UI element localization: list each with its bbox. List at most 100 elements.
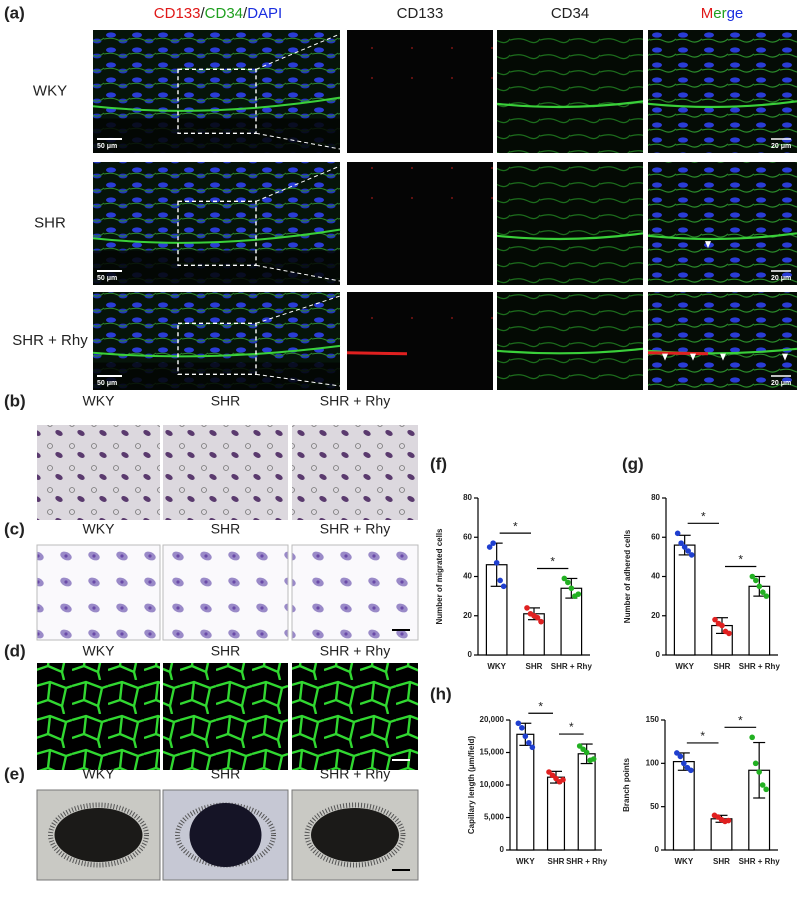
header-part: M — [701, 5, 714, 22]
micrograph-signal — [347, 292, 493, 341]
zoom-box — [177, 200, 257, 267]
data-point — [490, 540, 496, 546]
group-label: SHR + Rhy — [320, 521, 390, 537]
y-tick-label: 40 — [463, 572, 472, 581]
data-point — [500, 583, 507, 590]
significance-label: * — [700, 729, 705, 743]
data-point — [749, 734, 755, 741]
scale-bar-label: 20 μm — [771, 380, 791, 387]
data-point — [529, 744, 536, 751]
data-point — [590, 756, 597, 762]
data-point — [583, 749, 590, 756]
x-tick-label: WKY — [516, 857, 535, 866]
data-point — [688, 552, 695, 558]
panel-label: (c) — [4, 519, 25, 538]
vessel-edge — [92, 344, 341, 358]
zoom-line — [255, 165, 341, 202]
group-label: WKY — [83, 766, 116, 782]
scale-bar-label: 20 μm — [771, 143, 791, 150]
x-tick-label: SHR + Rhy — [566, 857, 608, 866]
row-label: WKY — [33, 82, 67, 99]
panel-label: (d) — [4, 641, 26, 660]
x-tick-label: WKY — [675, 662, 694, 671]
image — [292, 663, 418, 770]
bar — [546, 776, 566, 851]
data-point — [719, 622, 725, 629]
red-cells — [647, 351, 709, 356]
header-part: / — [200, 5, 205, 22]
data-point — [756, 769, 762, 775]
micrograph-signal — [347, 30, 493, 92]
vessel-edge — [92, 96, 341, 112]
dark-region — [93, 250, 340, 285]
y-axis-label: Branch points — [622, 758, 631, 812]
data-point — [678, 540, 684, 546]
group-label: SHR — [211, 643, 241, 659]
data-point — [681, 760, 687, 767]
y-tick-label: 80 — [463, 493, 472, 502]
y-tick-label: 15,000 — [480, 748, 505, 757]
zoom-line — [255, 295, 341, 324]
vessel-edge — [647, 100, 798, 109]
bar — [516, 733, 535, 851]
significance-label: * — [738, 553, 743, 567]
spheroid — [54, 808, 143, 862]
spheroid — [311, 808, 399, 862]
spheroid-halo — [48, 802, 149, 868]
y-tick-label: 150 — [646, 715, 660, 724]
data-point — [756, 583, 763, 590]
bar — [673, 544, 696, 656]
vessel-edge — [496, 100, 644, 109]
spheroid — [189, 803, 262, 867]
data-point — [561, 575, 568, 582]
significance-label: * — [513, 519, 518, 533]
vessel-edge — [496, 232, 644, 241]
data-point — [524, 605, 530, 611]
data-point — [760, 589, 766, 595]
header-part: er — [713, 5, 726, 22]
data-point — [497, 577, 503, 584]
header-part: CD133 — [154, 5, 201, 22]
zoom-line — [255, 132, 341, 150]
y-tick-label: 0 — [655, 845, 660, 854]
image — [163, 663, 288, 770]
x-tick-label: SHR — [548, 857, 565, 866]
micrograph — [497, 292, 643, 390]
significance-label: * — [569, 720, 574, 734]
arrowhead — [705, 241, 711, 249]
scale-bar-label: 50 μm — [97, 275, 117, 282]
data-point — [538, 618, 544, 625]
y-axis-label: Capillary length (μm/field) — [467, 736, 476, 835]
data-point — [526, 739, 532, 746]
image — [291, 544, 419, 641]
y-tick-label: 0 — [468, 650, 473, 659]
image-grid: WKY SHR SHR + Rhy WKY SHR SHR + Rhy WKY SHR SHR … — [36, 393, 419, 881]
group-label: SHR — [211, 393, 241, 409]
y-tick-label: 20,000 — [480, 715, 505, 724]
y-tick-label: 100 — [646, 758, 660, 767]
data-point — [486, 544, 493, 550]
bar — [577, 753, 596, 851]
vessel-edge — [647, 232, 798, 241]
image — [162, 544, 289, 641]
data-point — [565, 579, 571, 586]
dark-region — [93, 362, 340, 390]
y-tick-label: 80 — [651, 493, 660, 502]
x-tick-label: SHR — [713, 857, 730, 866]
group-label: SHR — [211, 766, 241, 782]
group-label: WKY — [83, 643, 116, 659]
micrograph-grid: WKY 50 μm 20 μm SHR 50 μm 20 μm SHR + Rhy 50 μm… — [12, 30, 798, 390]
header-part: CD34 — [205, 5, 243, 22]
image — [292, 425, 418, 520]
y-tick-label: 0 — [656, 650, 661, 659]
image — [37, 663, 160, 770]
y-tick-label: 60 — [651, 532, 660, 541]
panel-label: (a) — [4, 3, 25, 22]
zoom-box — [177, 322, 257, 376]
data-point — [575, 591, 582, 597]
data-point — [763, 593, 770, 599]
data-point — [749, 573, 756, 580]
data-point — [568, 585, 575, 592]
data-point — [725, 817, 732, 824]
